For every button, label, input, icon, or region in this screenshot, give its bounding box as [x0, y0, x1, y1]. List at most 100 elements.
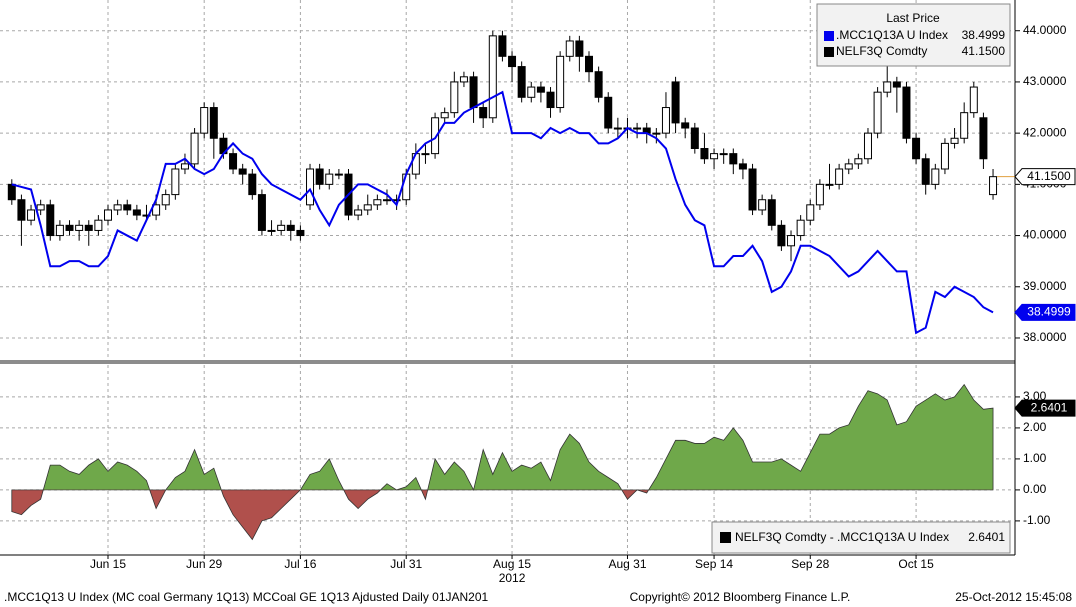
x-tick-label: Sep 28 [791, 557, 829, 571]
candle-body [777, 224, 786, 247]
legend-label: NELF3Q Comdty [836, 44, 927, 58]
candle-body [257, 194, 266, 231]
candle-body [296, 229, 305, 237]
legend-swatch [720, 532, 731, 543]
candle-body [892, 81, 901, 88]
candle-body [488, 35, 497, 119]
candle-body [450, 81, 459, 114]
legend-box [711, 521, 1011, 554]
candle-body [55, 224, 64, 237]
candle-body [536, 86, 545, 93]
candle-body [594, 71, 603, 98]
candle-body [7, 183, 16, 201]
candle-body [825, 183, 834, 186]
x-tick-label: Jun 15 [90, 557, 126, 571]
candle-body [325, 173, 334, 185]
x-tick-label: Aug 31 [608, 557, 646, 571]
candle-body [306, 168, 315, 206]
candle-body [604, 96, 613, 129]
y-tick-label: 1.00 [1023, 451, 1047, 465]
candle-body [950, 137, 959, 144]
y-tick-label: 42.0000 [1023, 125, 1067, 139]
candle-body [75, 224, 84, 231]
candle-body [863, 132, 872, 160]
candle-body [719, 153, 728, 156]
x-tick-label: Jul 16 [284, 557, 316, 571]
y-tick-label: 44.0000 [1023, 23, 1067, 37]
candle-body [633, 127, 642, 130]
legend-value: 2.6401 [968, 530, 1005, 544]
candle-body [748, 168, 757, 211]
candle-body [171, 168, 180, 196]
candle-body [527, 86, 536, 98]
candle-body [575, 40, 584, 57]
candle-body [806, 204, 815, 221]
candle-body [883, 81, 892, 93]
candle-body [652, 132, 661, 135]
candle-body [700, 148, 709, 160]
y-tick-label: 0.00 [1023, 482, 1047, 496]
last-value-tag-box [1014, 303, 1076, 321]
candle-body [84, 224, 93, 231]
candle-body [459, 76, 468, 83]
candle-body [267, 229, 276, 232]
candle-body [104, 209, 112, 221]
candle-body [132, 209, 141, 216]
candle-body [613, 127, 622, 130]
candle-body [431, 117, 440, 155]
candle-body [767, 199, 776, 226]
y-tick-label: 2.00 [1023, 420, 1047, 434]
candle-body [902, 86, 911, 139]
candle-body [286, 224, 295, 231]
y-tick-label: 43.0000 [1023, 74, 1067, 88]
y-tick-label: -1.00 [1023, 513, 1051, 527]
candle-body [200, 107, 209, 134]
candle-body [142, 214, 151, 217]
candle-body [979, 117, 988, 160]
candle-body [277, 224, 286, 231]
candle-body [113, 204, 122, 211]
candle-body [479, 107, 488, 119]
candle-body [873, 91, 882, 134]
last-price-tag-box [1014, 168, 1076, 186]
footer-center: Copyright© 2012 Bloomberg Finance L.P. [630, 590, 851, 604]
legend-label: NELF3Q Comdty - .MCC1Q13A U Index [735, 530, 949, 544]
candle-body [229, 153, 238, 170]
legend-title: Last Price [886, 11, 940, 25]
candle-body [796, 219, 805, 237]
candle-body [17, 199, 26, 221]
candle-body [690, 127, 699, 150]
candle-body [334, 173, 343, 176]
y-tick-label: 40.0000 [1023, 228, 1067, 242]
candle-body [585, 55, 593, 73]
area-positive [11, 383, 994, 490]
candle-body [681, 122, 690, 129]
candle-body [238, 168, 247, 175]
candle-body [363, 204, 372, 211]
y-tick-label: 39.0000 [1023, 279, 1067, 293]
x-tick-label: Jun 29 [186, 557, 222, 571]
candle-body [854, 158, 863, 165]
candle-body [671, 81, 680, 124]
legend-box [816, 3, 1011, 67]
candle-body [382, 199, 391, 202]
x-tick-label: Sep 14 [695, 557, 733, 571]
candle-body [190, 132, 199, 165]
candle-body [835, 168, 844, 185]
candle-body [565, 40, 574, 57]
candle-body [469, 76, 478, 109]
last-price-tag: 41.1500 [1027, 169, 1071, 183]
candle-body [661, 107, 670, 134]
candle-body [960, 112, 969, 139]
candle-body [556, 55, 565, 109]
legend-value: 41.1500 [962, 44, 1006, 58]
candle-body [989, 176, 998, 196]
footer-left: .MCC1Q13 U Index (MC coal Germany 1Q13) … [4, 590, 489, 604]
candle-body [36, 204, 45, 211]
candle-body [421, 153, 430, 156]
legend-value: 38.4999 [962, 28, 1006, 42]
panel-separator [0, 360, 1015, 364]
candle-body [844, 163, 853, 170]
candle-body [787, 235, 796, 247]
